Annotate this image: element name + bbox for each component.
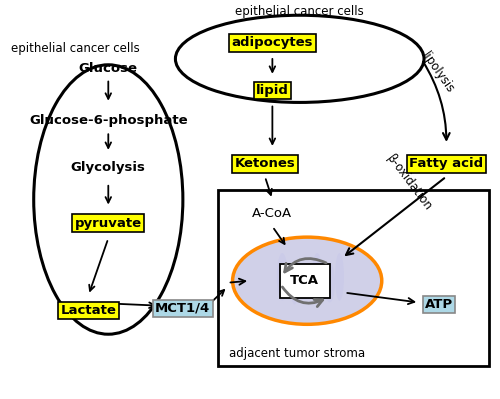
Text: Fatty acid: Fatty acid: [410, 157, 484, 170]
Ellipse shape: [324, 263, 335, 302]
Text: Ketones: Ketones: [234, 157, 296, 170]
Ellipse shape: [312, 253, 322, 296]
Bar: [218, 190, 488, 366]
Text: epithelial cancer cells: epithelial cancer cells: [236, 5, 364, 18]
Text: lipid: lipid: [256, 84, 289, 97]
Text: TCA: TCA: [290, 274, 319, 287]
Text: adjacent tumor stroma: adjacent tumor stroma: [229, 347, 366, 360]
Text: β-oxidation: β-oxidation: [384, 152, 434, 213]
Ellipse shape: [232, 237, 382, 324]
Text: adipocytes: adipocytes: [232, 36, 313, 49]
Text: pyruvate: pyruvate: [74, 217, 142, 230]
Text: Glucose: Glucose: [79, 62, 138, 75]
Text: Lactate: Lactate: [60, 304, 116, 317]
Ellipse shape: [277, 253, 288, 300]
Text: epithelial cancer cells: epithelial cancer cells: [12, 42, 140, 55]
Ellipse shape: [290, 265, 299, 304]
Text: ATP: ATP: [425, 298, 453, 311]
Text: A-CoA: A-CoA: [252, 207, 292, 220]
Text: Glucose-6-phosphate: Glucose-6-phosphate: [29, 114, 188, 127]
Text: lipolysis: lipolysis: [419, 49, 457, 95]
Ellipse shape: [335, 253, 344, 300]
Text: MCT1/4: MCT1/4: [155, 302, 210, 315]
Text: Glycolysis: Glycolysis: [71, 161, 146, 174]
FancyBboxPatch shape: [280, 264, 330, 298]
